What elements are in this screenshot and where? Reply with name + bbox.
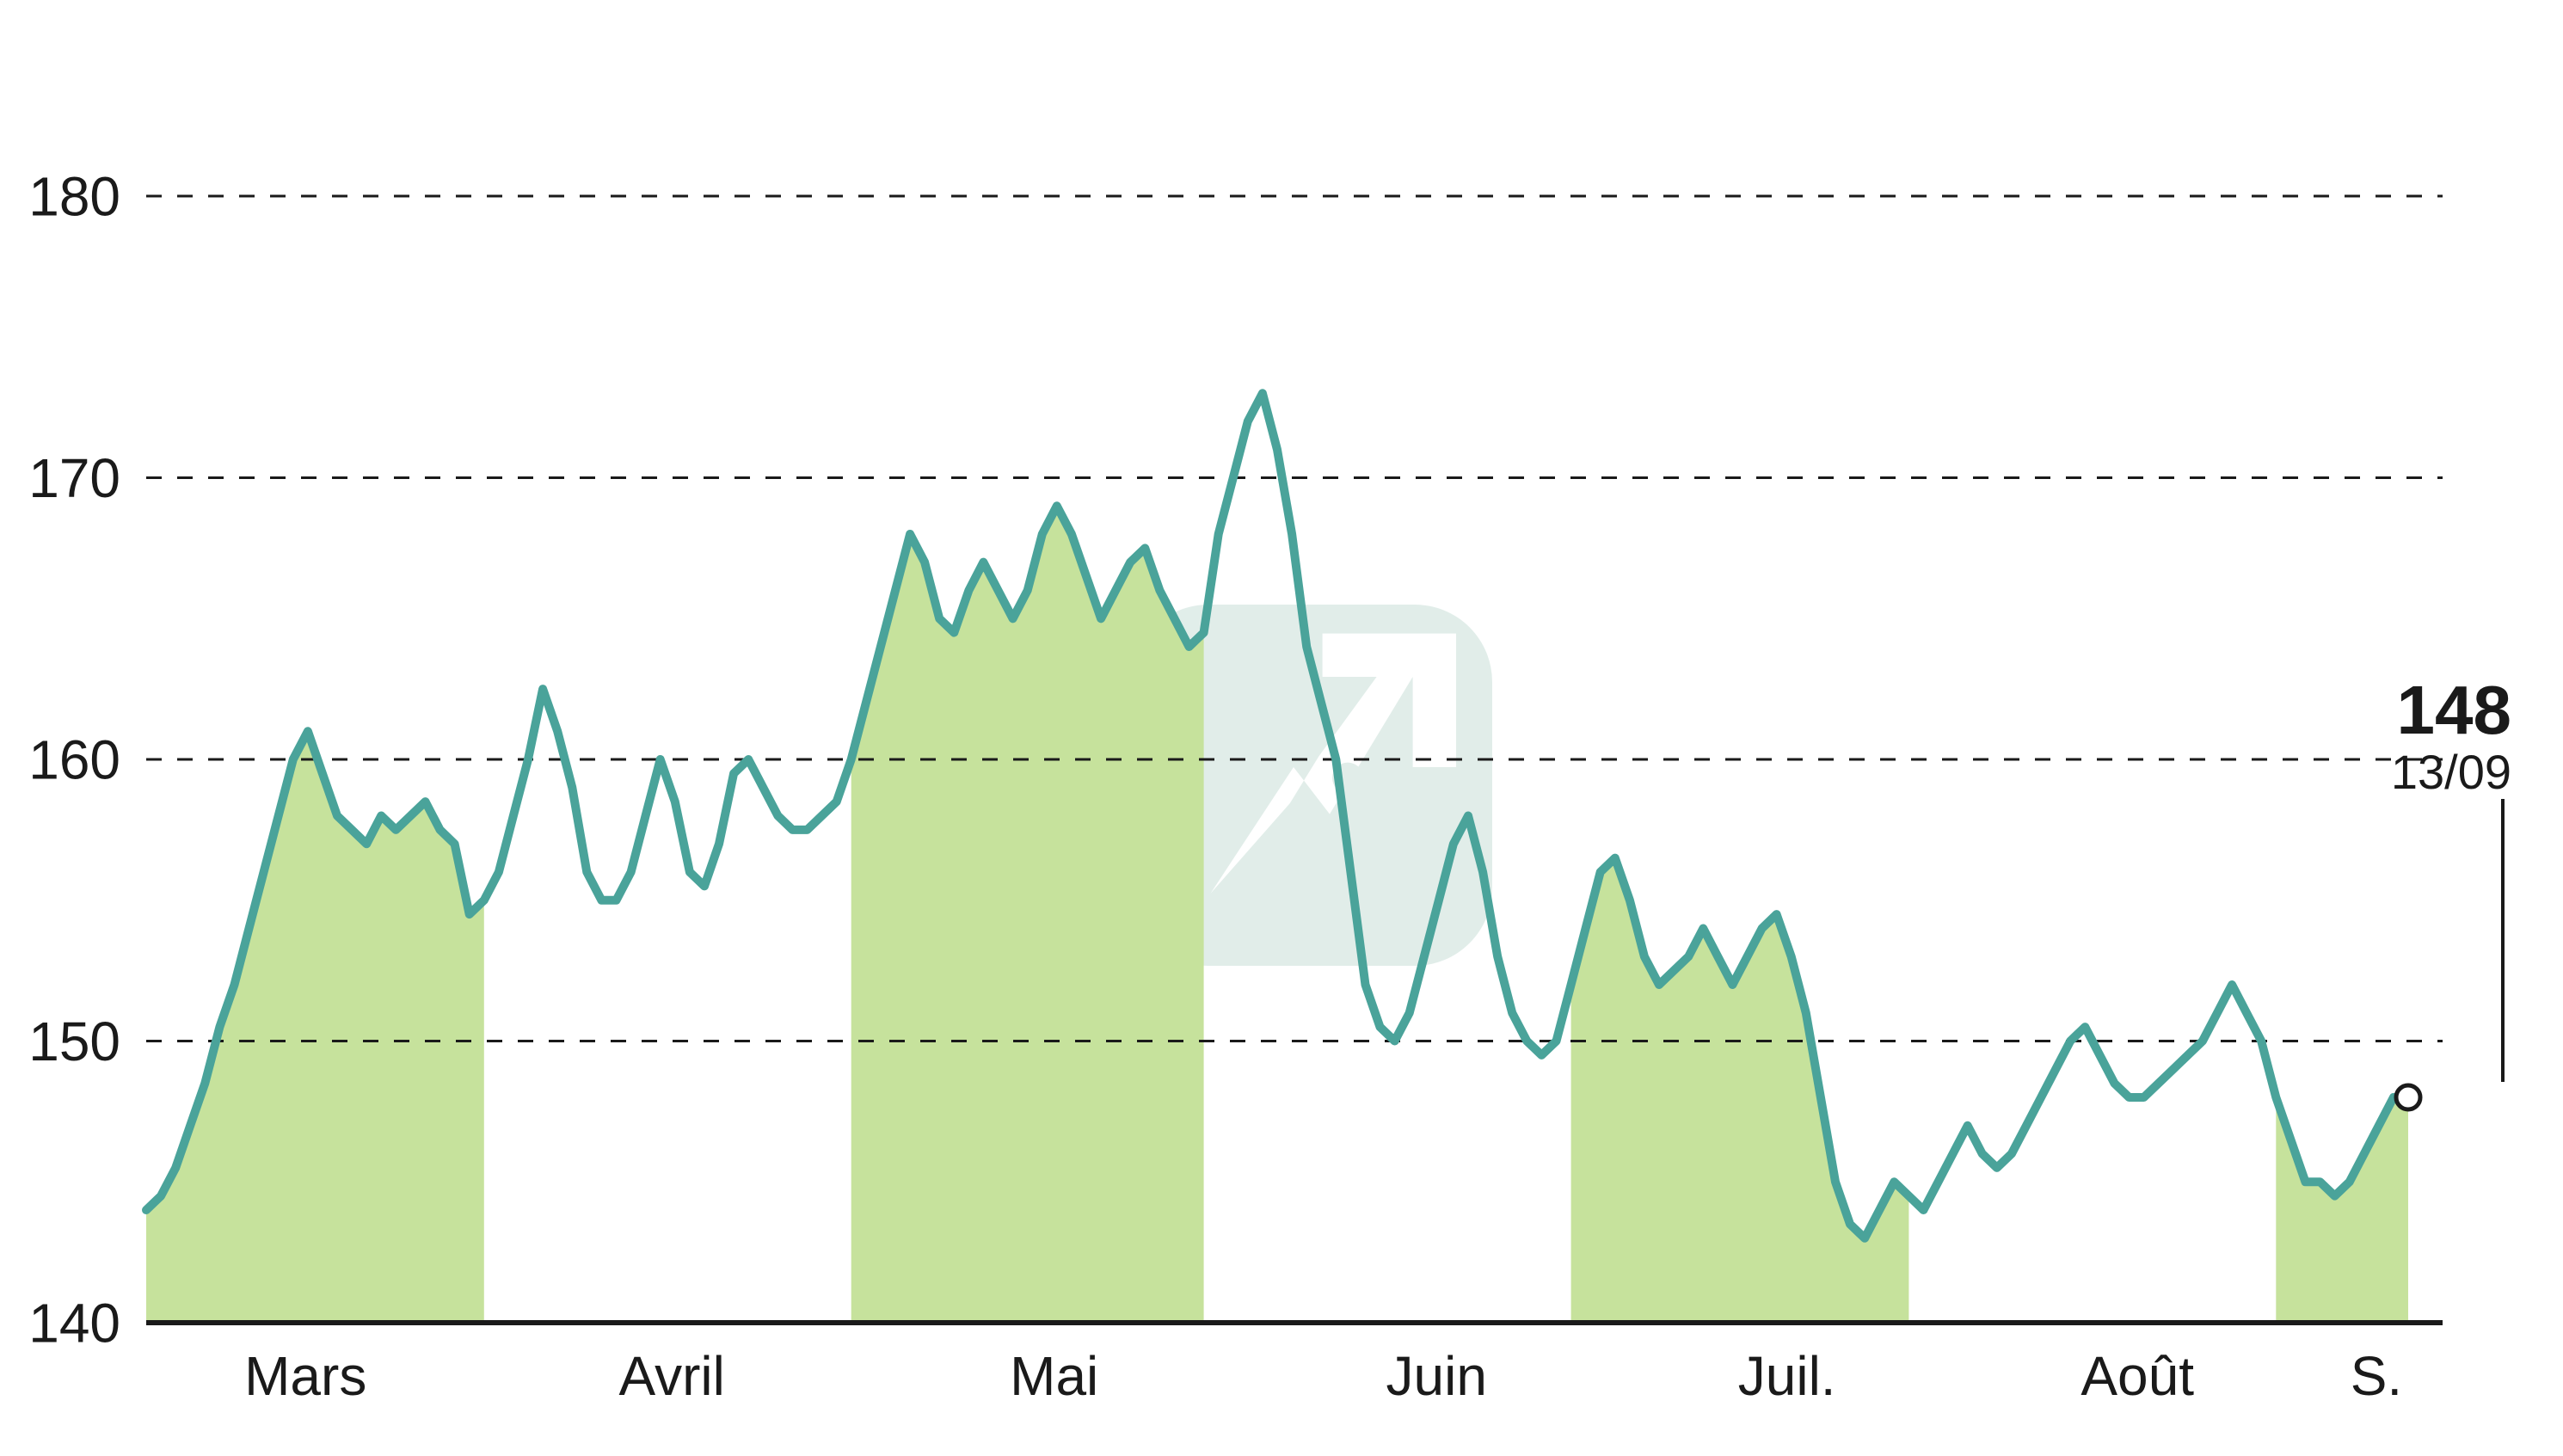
x-month-label: Août	[2081, 1345, 2194, 1407]
last-point-marker	[2396, 1085, 2420, 1109]
last-value-label: 148	[2397, 672, 2511, 748]
x-month-label: S.	[2351, 1345, 2402, 1407]
month-band-fill	[851, 506, 1204, 1323]
chart-container: THALES 140150160170180MarsAvrilMaiJuinJu…	[0, 0, 2563, 1456]
y-tick-label: 150	[28, 1011, 120, 1072]
y-tick-label: 170	[28, 447, 120, 509]
y-tick-label: 140	[28, 1292, 120, 1354]
x-month-label: Juin	[1386, 1345, 1487, 1407]
y-tick-label: 180	[28, 165, 120, 227]
stock-line-chart: 140 150 160 170 180 Mars Avril Mai Juin Juil. Août…	[0, 0, 2563, 1456]
y-tick-label: 160	[28, 728, 120, 790]
x-month-label: Mars	[244, 1345, 366, 1407]
last-date-label: 13/09	[2391, 745, 2511, 799]
x-month-label: Mai	[1010, 1345, 1098, 1407]
x-month-label: Avril	[619, 1345, 725, 1407]
chart-plot-area: 140 150 160 170 180 Mars Avril Mai Juin Juil. Août…	[0, 0, 2563, 1456]
x-month-label: Juil.	[1738, 1345, 1836, 1407]
